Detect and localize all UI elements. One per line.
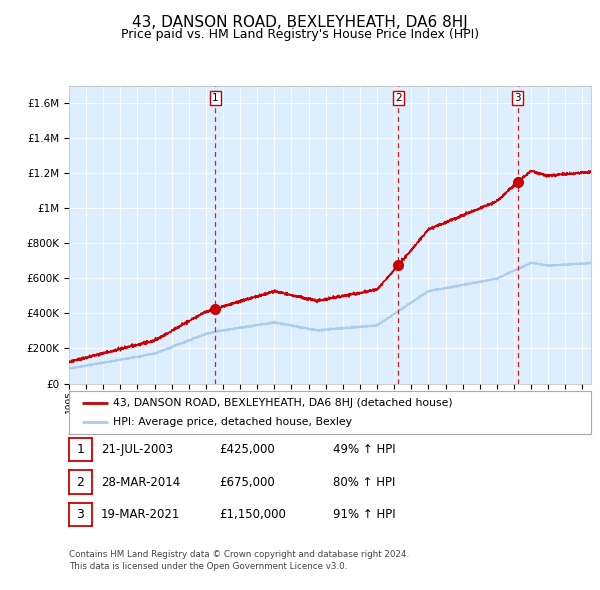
Text: £1,150,000: £1,150,000	[219, 508, 286, 521]
Text: Price paid vs. HM Land Registry's House Price Index (HPI): Price paid vs. HM Land Registry's House …	[121, 28, 479, 41]
Text: 43, DANSON ROAD, BEXLEYHEATH, DA6 8HJ: 43, DANSON ROAD, BEXLEYHEATH, DA6 8HJ	[132, 15, 468, 30]
Text: 21-JUL-2003: 21-JUL-2003	[101, 443, 173, 456]
Text: 49% ↑ HPI: 49% ↑ HPI	[333, 443, 395, 456]
Text: £675,000: £675,000	[219, 476, 275, 489]
Text: 1: 1	[212, 93, 218, 103]
Text: 28-MAR-2014: 28-MAR-2014	[101, 476, 180, 489]
Text: 3: 3	[514, 93, 521, 103]
Text: 43, DANSON ROAD, BEXLEYHEATH, DA6 8HJ (detached house): 43, DANSON ROAD, BEXLEYHEATH, DA6 8HJ (d…	[113, 398, 453, 408]
Text: 19-MAR-2021: 19-MAR-2021	[101, 508, 180, 521]
Text: 1: 1	[76, 443, 85, 456]
Text: 3: 3	[76, 508, 85, 521]
Text: 91% ↑ HPI: 91% ↑ HPI	[333, 508, 395, 521]
Text: 2: 2	[76, 476, 85, 489]
Text: 2: 2	[395, 93, 401, 103]
Text: HPI: Average price, detached house, Bexley: HPI: Average price, detached house, Bexl…	[113, 417, 352, 427]
Text: £425,000: £425,000	[219, 443, 275, 456]
Text: 80% ↑ HPI: 80% ↑ HPI	[333, 476, 395, 489]
Text: Contains HM Land Registry data © Crown copyright and database right 2024.
This d: Contains HM Land Registry data © Crown c…	[69, 550, 409, 571]
